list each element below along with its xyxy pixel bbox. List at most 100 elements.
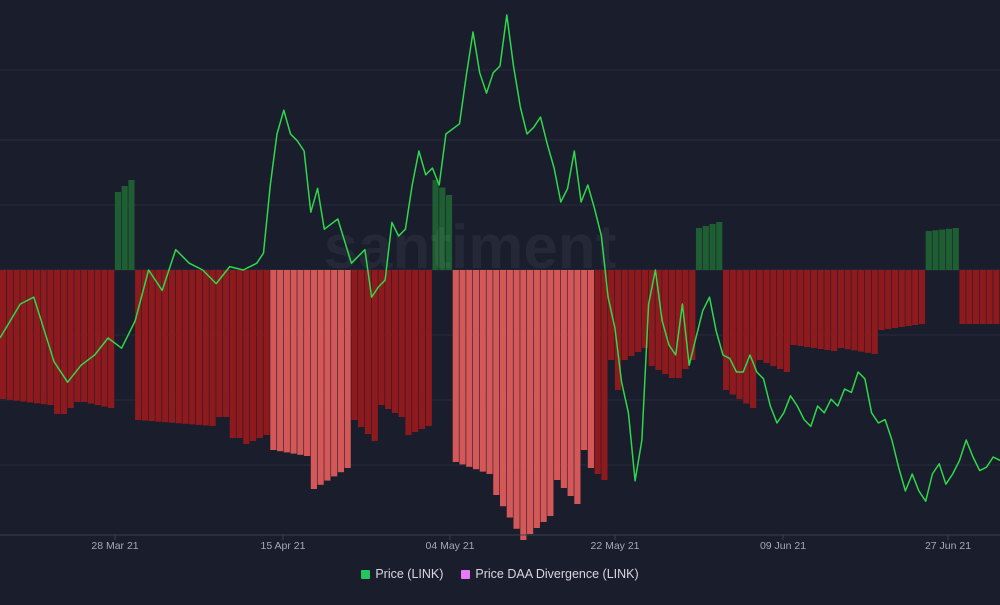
divergence-bar xyxy=(331,270,338,477)
divergence-bar xyxy=(885,270,892,329)
divergence-bar xyxy=(121,186,128,270)
divergence-bar xyxy=(729,270,736,395)
divergence-bar xyxy=(993,270,1000,324)
divergence-bar xyxy=(256,270,263,438)
divergence-bar xyxy=(310,270,317,489)
divergence-bar xyxy=(506,270,513,518)
legend-item-price[interactable]: Price (LINK) xyxy=(361,567,443,581)
divergence-bar xyxy=(297,270,304,455)
divergence-bar xyxy=(27,270,34,403)
divergence-bar xyxy=(114,192,122,270)
divergence-bar xyxy=(466,270,473,467)
legend-swatch-green-icon xyxy=(361,569,371,579)
divergence-bar xyxy=(878,270,885,330)
x-tick-label: 15 Apr 21 xyxy=(261,540,306,552)
divergence-bar xyxy=(195,270,203,425)
divergence-bar xyxy=(851,270,858,351)
divergence-bar xyxy=(716,222,723,270)
divergence-bar xyxy=(283,270,290,453)
divergence-bar xyxy=(324,270,331,481)
divergence-bar xyxy=(777,270,784,369)
x-tick-label: 04 May 21 xyxy=(425,540,474,552)
divergence-bar xyxy=(527,270,534,534)
divergence-bar xyxy=(20,270,27,402)
divergence-bar xyxy=(202,270,209,426)
divergence-bar xyxy=(702,226,709,270)
divergence-bar xyxy=(817,270,824,349)
divergence-bar xyxy=(94,270,101,405)
divergence-bar xyxy=(979,270,986,324)
divergence-bar xyxy=(263,270,270,435)
divergence-bar xyxy=(459,270,466,465)
divergence-bar xyxy=(614,270,622,390)
divergence-bar xyxy=(918,270,926,324)
divergence-bar xyxy=(175,270,182,424)
divergence-bar xyxy=(0,270,7,399)
divergence-bar xyxy=(344,270,351,468)
divergence-bar xyxy=(668,270,676,378)
legend-label-price: Price (LINK) xyxy=(375,567,444,581)
divergence-bar xyxy=(243,270,250,444)
divergence-bar xyxy=(567,270,574,496)
divergence-bar xyxy=(60,270,67,414)
divergence-bar xyxy=(351,270,358,420)
divergence-bar xyxy=(486,270,493,474)
divergence-bar xyxy=(743,270,750,404)
divergence-bar xyxy=(756,270,763,360)
divergence-bar xyxy=(270,270,277,450)
divergence-bar xyxy=(358,270,365,427)
divergence-bar xyxy=(87,270,94,404)
divergence-bar xyxy=(425,270,432,426)
divergence-bar xyxy=(986,270,993,324)
divergence-bar xyxy=(182,270,189,424)
divergence-bar xyxy=(804,270,811,347)
legend-label-divergence: Price DAA Divergence (LINK) xyxy=(475,567,639,581)
divergence-bar xyxy=(47,270,54,405)
divergence-bar xyxy=(445,195,453,270)
divergence-bar xyxy=(628,270,635,356)
divergence-bar xyxy=(905,270,912,326)
divergence-bar xyxy=(337,270,344,473)
divergence-bar xyxy=(155,270,162,422)
divergence-bar xyxy=(750,270,757,408)
x-tick-label: 28 Mar 21 xyxy=(91,540,138,552)
divergence-bar xyxy=(513,270,520,529)
divergence-bar xyxy=(13,270,20,401)
divergence-bar xyxy=(790,270,797,345)
divergence-bar xyxy=(925,231,932,270)
divergence-bar xyxy=(898,270,905,327)
divergence-bar xyxy=(74,270,81,402)
divergence-bar xyxy=(432,180,439,270)
divergence-bar xyxy=(837,270,844,348)
divergence-bar xyxy=(385,270,392,409)
divergence-bar xyxy=(682,270,689,369)
divergence-bar xyxy=(655,270,662,370)
divergence-bar xyxy=(222,270,230,417)
watermark: santiment xyxy=(324,213,617,282)
divergence-bar xyxy=(533,270,540,528)
divergence-bar xyxy=(709,224,716,270)
divergence-bar xyxy=(736,270,743,399)
price-line-layer xyxy=(0,14,1000,502)
divergence-bar xyxy=(472,270,480,470)
divergence-bar xyxy=(168,270,176,423)
divergence-bar xyxy=(364,270,372,434)
divergence-bar xyxy=(547,270,554,516)
divergence-bar xyxy=(959,270,966,324)
divergence-bar xyxy=(587,270,594,468)
divergence-bar xyxy=(594,270,601,474)
divergence-bar xyxy=(452,270,459,462)
divergence-bar xyxy=(939,229,946,270)
divergence-bar xyxy=(40,270,47,405)
legend-item-divergence[interactable]: Price DAA Divergence (LINK) xyxy=(461,567,639,581)
divergence-bar xyxy=(972,270,980,324)
divergence-bar xyxy=(128,180,135,270)
divergence-bar xyxy=(695,228,703,270)
divergence-bar xyxy=(520,270,527,540)
divergence-bar xyxy=(952,228,959,270)
divergence-bar xyxy=(6,270,13,400)
divergence-bar xyxy=(189,270,196,425)
price-line xyxy=(0,14,1000,502)
divergence-bar xyxy=(236,270,243,438)
